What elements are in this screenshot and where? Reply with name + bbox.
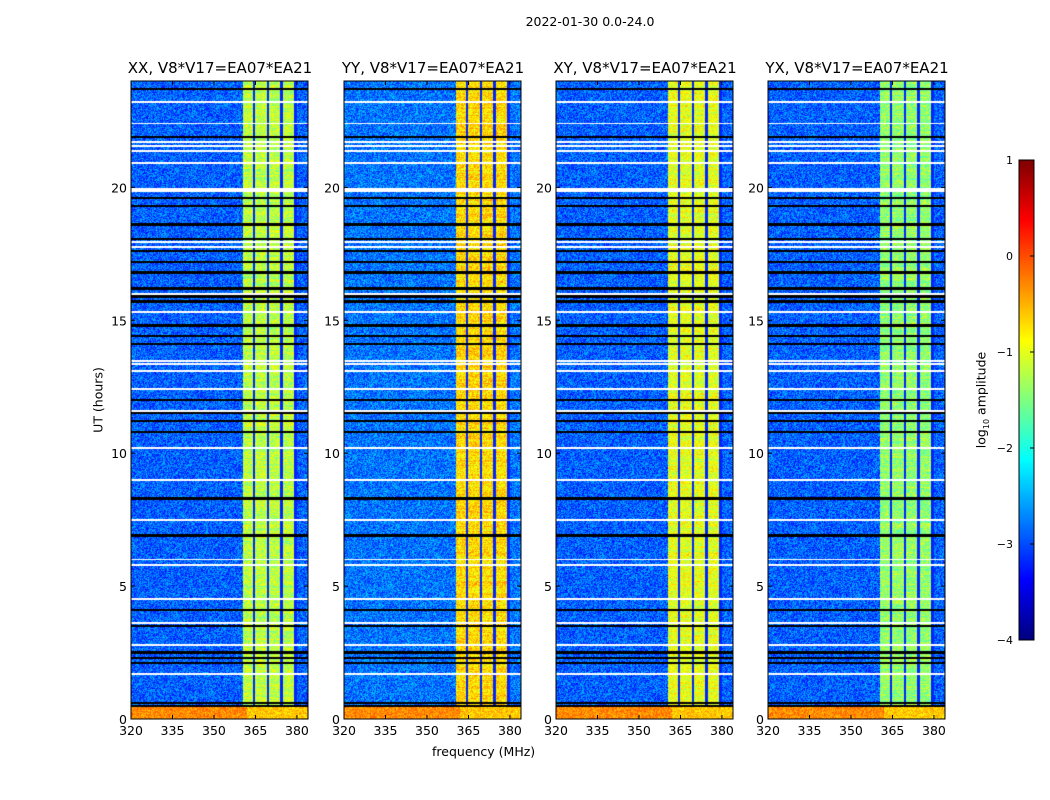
y-tick-label: 20 (111, 180, 127, 195)
y-tick-label: 5 (119, 579, 127, 594)
y-tick-label: 15 (536, 313, 552, 328)
x-tick-label: 380 (285, 723, 309, 738)
x-tick-label: 365 (457, 723, 481, 738)
panel-title-yx: YX, V8*V17=EA07*EA21 (765, 59, 949, 77)
x-tick-label: 380 (498, 723, 522, 738)
colorbar-tick-label: 0 (1006, 250, 1013, 263)
x-tick-label: 380 (922, 723, 946, 738)
y-tick-label: 0 (332, 712, 340, 727)
y-tick-label: 5 (756, 579, 764, 594)
y-tick-label: 15 (748, 313, 764, 328)
y-tick-label: 0 (756, 712, 764, 727)
x-tick-label: 365 (881, 723, 905, 738)
x-tick-label: 335 (161, 723, 185, 738)
y-tick-label: 5 (544, 579, 552, 594)
y-tick-label: 0 (544, 712, 552, 727)
y-tick-label: 10 (748, 446, 764, 461)
heatmap-xx (131, 81, 308, 719)
colorbar-tick-label: −1 (997, 346, 1013, 359)
x-tick-label: 320 (756, 723, 780, 738)
x-tick-label: 350 (627, 723, 651, 738)
panel-title-xy: XY, V8*V17=EA07*EA21 (553, 59, 737, 77)
colorbar (1019, 160, 1034, 640)
x-tick-label: 365 (669, 723, 693, 738)
y-tick-label: 20 (536, 180, 552, 195)
colorbar-tick-label: 1 (1006, 154, 1013, 167)
x-tick-label: 320 (332, 723, 356, 738)
x-axis-label: frequency (MHz) (432, 744, 536, 759)
heatmap-xy (556, 81, 733, 719)
panel-title-yy: YY, V8*V17=EA07*EA21 (341, 59, 525, 77)
x-tick-label: 335 (798, 723, 822, 738)
panel-frame (130, 80, 309, 720)
x-tick-label: 320 (544, 723, 568, 738)
x-tick-label: 335 (586, 723, 610, 738)
panel-frame (343, 80, 522, 720)
colorbar-tick-label: −2 (997, 442, 1013, 455)
panel-frame (767, 80, 946, 720)
y-tick-label: 10 (536, 446, 552, 461)
x-tick-label: 320 (119, 723, 143, 738)
y-tick-label: 20 (748, 180, 764, 195)
colorbar-tick-label: −3 (997, 538, 1013, 551)
colorbar-tick-label: −4 (997, 634, 1013, 647)
y-axis-label: UT (hours) (90, 367, 106, 433)
x-tick-label: 365 (244, 723, 268, 738)
y-tick-label: 15 (111, 313, 127, 328)
panel-title-xx: XX, V8*V17=EA07*EA21 (127, 59, 313, 77)
figure-title: 2022-01-30 0.0-24.0 (525, 14, 655, 29)
x-tick-label: 350 (202, 723, 226, 738)
colorbar-label: log10 amplitude (973, 351, 991, 449)
x-tick-label: 350 (839, 723, 863, 738)
heatmap-yy (344, 81, 521, 719)
panel-frame (555, 80, 734, 720)
x-tick-label: 335 (374, 723, 398, 738)
y-tick-label: 20 (324, 180, 340, 195)
y-tick-label: 15 (324, 313, 340, 328)
x-tick-label: 350 (415, 723, 439, 738)
heatmap-yx (768, 81, 945, 719)
y-tick-label: 10 (111, 446, 127, 461)
y-tick-label: 0 (119, 712, 127, 727)
colorbar-frame (1018, 159, 1035, 641)
y-tick-label: 10 (324, 446, 340, 461)
y-tick-label: 5 (332, 579, 340, 594)
x-tick-label: 380 (710, 723, 734, 738)
